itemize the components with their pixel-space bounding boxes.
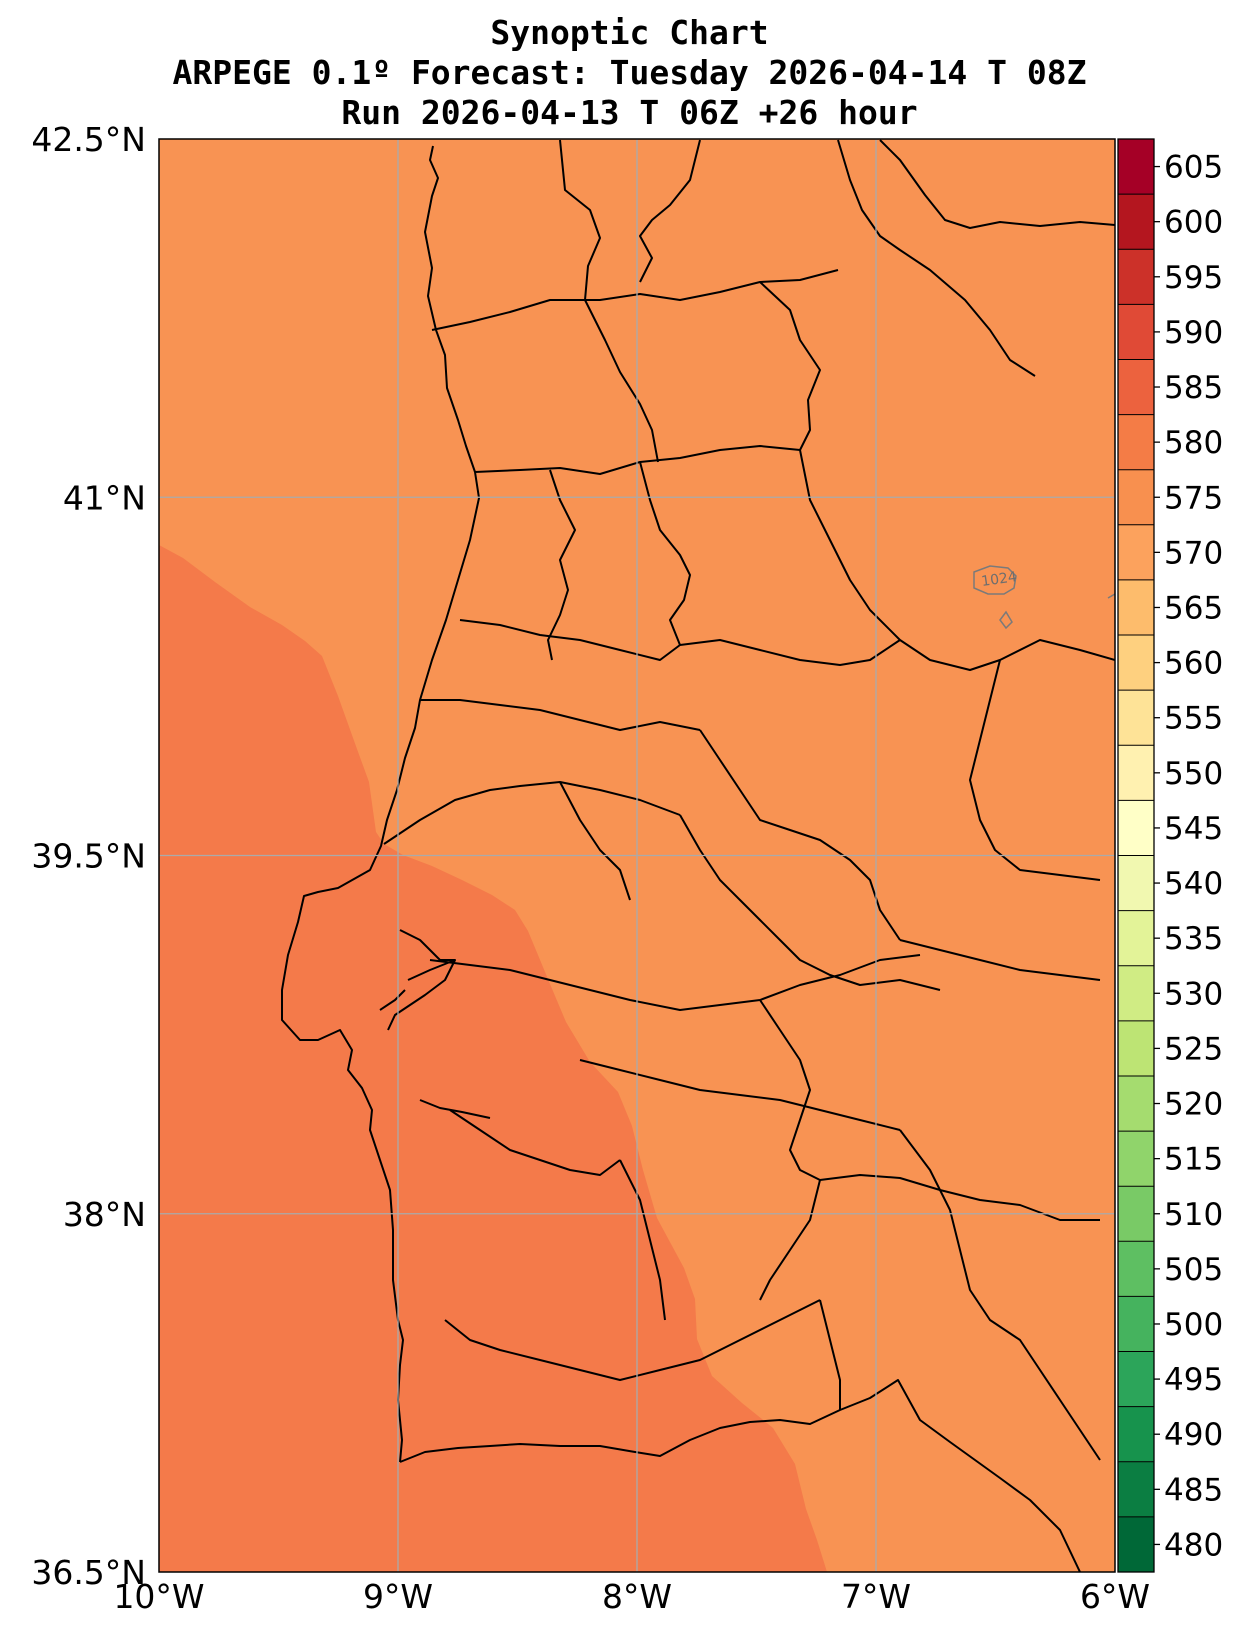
colorbar-tick-label: 515 — [1164, 1142, 1223, 1178]
colorbar-tick-label: 530 — [1164, 976, 1223, 1012]
colorbar-segment — [1118, 249, 1154, 305]
lon-tick-label: 6°W — [1080, 1577, 1150, 1616]
colorbar-segment — [1118, 800, 1154, 856]
colorbar-segment — [1118, 579, 1154, 636]
colorbar-segment — [1118, 139, 1154, 195]
colorbar-tick-label: 540 — [1164, 866, 1223, 902]
colorbar-tick-label: 480 — [1164, 1527, 1223, 1563]
colorbar-tick-label: 555 — [1164, 701, 1223, 737]
lat-tick-label: 36.5°N — [31, 1553, 146, 1592]
colorbar-tick-label: 580 — [1164, 425, 1223, 461]
colorbar-tick-label: 590 — [1164, 315, 1223, 351]
run-subtitle: Run 2026-04-13 T 06Z +26 hour — [341, 93, 918, 132]
colorbar-segment — [1118, 1241, 1154, 1297]
colorbar-segment — [1118, 1020, 1154, 1077]
lat-tick-label: 38°N — [63, 1195, 146, 1234]
colorbar-tick-label: 560 — [1164, 646, 1223, 682]
colorbar-segment — [1118, 304, 1154, 360]
colorbar-segment — [1118, 414, 1154, 471]
isobar-label: 1024 — [980, 569, 1018, 590]
colorbar-tick-label: 550 — [1164, 756, 1223, 792]
colorbar-tick-label: 495 — [1164, 1362, 1223, 1398]
colorbar-segment — [1118, 194, 1154, 250]
colorbar-segment — [1118, 855, 1154, 912]
colorbar-tick-label: 535 — [1164, 921, 1223, 957]
colorbar-segment — [1118, 1516, 1154, 1573]
colorbar-tick-label: 520 — [1164, 1087, 1223, 1123]
colorbar-tick-label: 600 — [1164, 205, 1223, 241]
colorbar-tick-label: 585 — [1164, 370, 1223, 406]
forecast-subtitle: ARPEGE 0.1º Forecast: Tuesday 2026-04-14… — [172, 53, 1087, 92]
colorbar-segment — [1118, 635, 1154, 691]
colorbar-tick-label: 525 — [1164, 1031, 1223, 1067]
colorbar-tick-label: 485 — [1164, 1472, 1223, 1508]
colorbar-segment — [1118, 524, 1154, 581]
colorbar-tick-label: 510 — [1164, 1197, 1223, 1233]
colorbar-segment — [1118, 745, 1154, 801]
colorbar-segment — [1118, 469, 1154, 526]
colorbar-segment — [1118, 359, 1154, 416]
colorbar-tick-label: 595 — [1164, 260, 1223, 296]
colorbar-segment — [1118, 1131, 1154, 1187]
colorbar-tick-label: 545 — [1164, 811, 1223, 847]
isobar-1024 — [973, 565, 1116, 630]
colorbar-segment — [1118, 690, 1154, 746]
lon-tick-label: 7°W — [841, 1577, 911, 1616]
lon-tick-label: 9°W — [363, 1577, 433, 1616]
colorbar-tick-label: 565 — [1164, 590, 1223, 626]
colorbar-tick-label: 575 — [1164, 480, 1223, 516]
graticule — [159, 139, 1115, 1572]
coastline-and-borders — [281, 139, 1115, 1572]
colorbar-tick-label: 490 — [1164, 1417, 1223, 1453]
field-band-580 — [159, 545, 827, 1572]
lat-tick-label: 39.5°N — [31, 837, 146, 876]
lon-tick-label: 8°W — [602, 1577, 672, 1616]
longitude-labels: 10°W 9°W 8°W 7°W 6°W — [113, 1577, 1150, 1616]
colorbar-segment — [1118, 1186, 1154, 1242]
colorbar-segment — [1118, 1296, 1154, 1353]
lon-tick-label: 10°W — [113, 1577, 204, 1616]
colorbar-tick-label: 505 — [1164, 1252, 1223, 1288]
colorbar-tick-label: 605 — [1164, 150, 1223, 186]
lat-tick-label: 42.5°N — [31, 120, 146, 159]
colorbar: 480 485 490 495 500 505 510 515 520 525 530 535 540 5… — [1117, 138, 1223, 1573]
lat-tick-label: 41°N — [63, 478, 146, 517]
chart-title: Synoptic Chart — [490, 13, 769, 52]
colorbar-segment — [1118, 1075, 1154, 1132]
colorbar-segment — [1118, 910, 1154, 967]
colorbar-segment — [1118, 1406, 1154, 1463]
latitude-labels: 42.5°N 41°N 39.5°N 38°N 36.5°N — [31, 120, 146, 1592]
colorbar-segment — [1118, 965, 1154, 1022]
colorbar-segment — [1118, 1461, 1154, 1518]
map-frame — [158, 138, 1116, 1573]
colorbar-tick-label: 570 — [1164, 535, 1223, 571]
colorbar-tick-label: 500 — [1164, 1307, 1223, 1343]
colorbar-segment — [1118, 1351, 1154, 1408]
